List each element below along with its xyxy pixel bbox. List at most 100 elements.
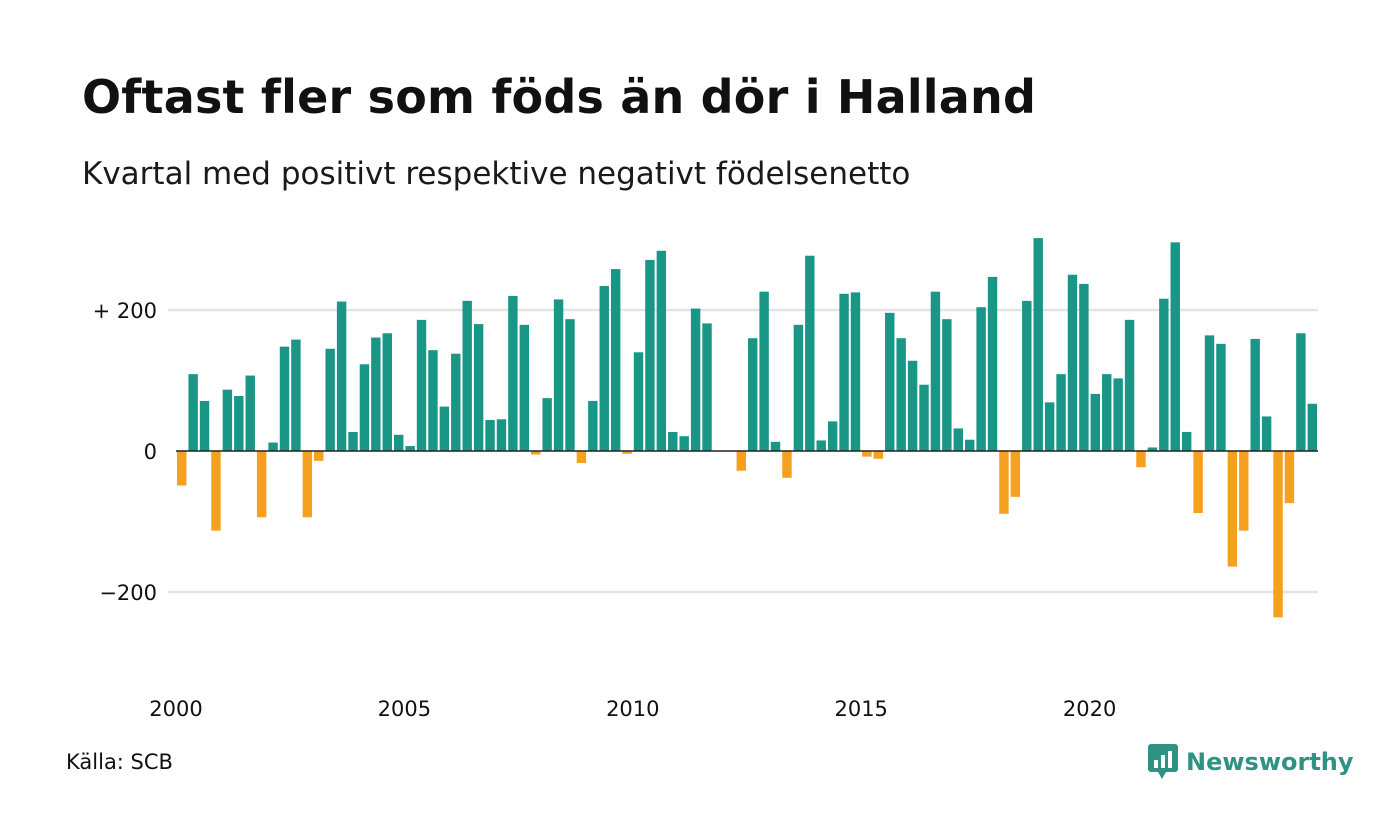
bar-q81: [1102, 374, 1112, 451]
chart-title: Oftast fler som föds än dör i Halland: [82, 70, 1037, 124]
bar-q25: [462, 300, 472, 451]
x-tick-label: 2000: [149, 697, 202, 721]
bar-q49: [736, 451, 746, 471]
bar-q16: [359, 364, 370, 451]
bar-q10: [291, 339, 301, 451]
bar-q72: [999, 451, 1009, 514]
bar-q76: [1044, 402, 1055, 451]
bar-q97: [1284, 451, 1295, 504]
bar-q39: [622, 451, 632, 454]
bar-q82: [1113, 378, 1123, 451]
bar-q45: [690, 308, 701, 451]
bar-q27: [485, 419, 495, 451]
bar-q19: [393, 434, 404, 451]
bar-q87: [1170, 242, 1180, 451]
bar-q3: [211, 451, 221, 531]
axes: + 200 0 −200 2000 2005 2010 2015 2020: [93, 299, 1318, 721]
bar-q33: [553, 299, 564, 451]
bar-q11: [302, 451, 313, 518]
bar-q58: [839, 293, 849, 451]
bar-q44: [679, 436, 689, 451]
y-tick-label: 0: [144, 440, 157, 464]
bar-q53: [782, 451, 792, 478]
bar-q63: [896, 338, 906, 451]
bar-q41: [645, 259, 655, 451]
bar-q29: [508, 295, 518, 451]
chart-subtitle: Kvartal med positivt respektive negativt…: [82, 156, 911, 192]
bar-q13: [325, 348, 335, 451]
bar-q92: [1227, 451, 1238, 567]
bar-q80: [1090, 393, 1101, 451]
bar-q74: [1022, 300, 1032, 451]
bar-q4: [222, 389, 233, 451]
brand-name: Newsworthy: [1186, 748, 1354, 776]
x-tick-label: 2020: [1063, 697, 1116, 721]
bar-q75: [1033, 238, 1043, 451]
bar-q28: [496, 419, 507, 451]
bar-q95: [1261, 416, 1272, 451]
bar-q61: [873, 451, 884, 459]
bar-q51: [759, 291, 769, 451]
bar-q50: [748, 338, 758, 451]
bar-q89: [1193, 451, 1203, 514]
brand-logo: Newsworthy: [1148, 744, 1354, 780]
bar-q8: [268, 442, 278, 451]
bar-q31: [531, 451, 541, 455]
bar-q21: [416, 319, 427, 451]
bar-q56: [816, 440, 826, 451]
bar-q93: [1239, 451, 1249, 531]
bar-q69: [964, 439, 975, 451]
bar-q9: [279, 346, 290, 451]
bar-q26: [473, 324, 484, 451]
source-note: Källa: SCB: [66, 750, 173, 774]
bar-q83: [1124, 319, 1135, 451]
bar-q64: [907, 360, 918, 451]
bar-q78: [1067, 274, 1078, 451]
bar-q12: [314, 451, 324, 461]
x-tick-label: 2010: [606, 697, 659, 721]
bar-q70: [976, 307, 986, 451]
bar-q73: [1010, 451, 1021, 497]
bar-q60: [862, 451, 872, 457]
bar-q20: [405, 446, 415, 451]
bars: [177, 238, 1317, 618]
bar-q55: [805, 255, 815, 451]
bar-q65: [919, 384, 929, 451]
bar-q32: [542, 398, 552, 452]
bar-q5: [234, 396, 244, 451]
bar-q38: [610, 269, 621, 451]
bar-q0: [177, 451, 187, 486]
bar-q2: [199, 400, 210, 451]
bar-q37: [599, 286, 609, 451]
bar-q18: [382, 333, 392, 451]
bar-q99: [1307, 403, 1317, 451]
x-tick-label: 2015: [834, 697, 887, 721]
y-tick-label: −200: [99, 581, 157, 605]
bar-q42: [656, 250, 667, 451]
bar-q35: [576, 451, 587, 463]
bar-q90: [1204, 335, 1215, 451]
bar-q43: [668, 431, 678, 451]
bar-q23: [439, 406, 450, 451]
gridlines: [168, 308, 1318, 594]
bar-q67: [942, 319, 952, 451]
bar-q15: [348, 431, 358, 451]
bar-q85: [1147, 447, 1158, 451]
bar-q24: [451, 353, 461, 451]
bar-q30: [519, 324, 530, 451]
bar-q59: [850, 292, 861, 452]
bar-q98: [1296, 333, 1306, 451]
newsworthy-logo-icon: [1148, 744, 1178, 779]
bar-q34: [565, 319, 575, 451]
bar-q68: [953, 428, 963, 451]
bar-q22: [428, 350, 438, 451]
bar-q71: [987, 276, 998, 451]
bar-q86: [1159, 298, 1169, 451]
bar-q96: [1273, 451, 1283, 618]
bar-q88: [1181, 431, 1192, 451]
bar-q77: [1056, 374, 1066, 451]
bar-q54: [793, 324, 804, 451]
bar-q40: [633, 352, 644, 451]
bar-q52: [770, 441, 781, 451]
